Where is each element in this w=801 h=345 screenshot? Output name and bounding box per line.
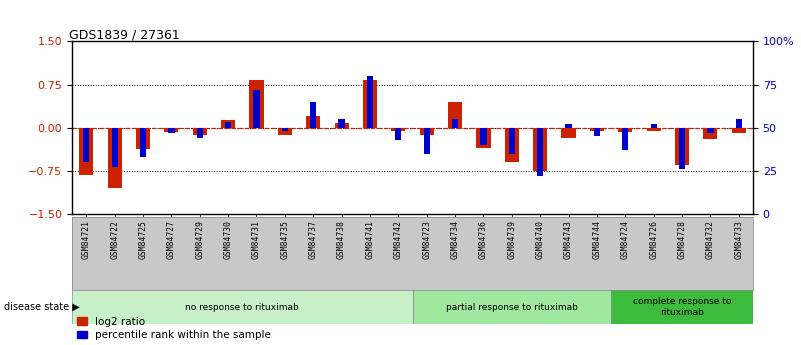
Bar [282, 128, 288, 131]
Bar [481, 128, 486, 145]
Bar [618, 128, 632, 132]
Bar [111, 128, 118, 167]
Bar [168, 128, 175, 133]
Text: GSM84738: GSM84738 [337, 219, 346, 258]
Text: GSM84736: GSM84736 [479, 219, 488, 258]
Text: GSM84734: GSM84734 [451, 219, 460, 258]
Text: GSM84742: GSM84742 [394, 219, 403, 258]
Text: GSM84722: GSM84722 [111, 219, 119, 258]
Bar [140, 128, 146, 157]
Text: GSM84727: GSM84727 [167, 219, 176, 258]
Bar [253, 90, 260, 128]
Text: no response to rituximab: no response to rituximab [185, 303, 300, 312]
Bar [221, 120, 235, 128]
Text: GSM84731: GSM84731 [252, 219, 261, 258]
Text: partial response to rituximab: partial response to rituximab [446, 303, 578, 312]
Bar [590, 128, 604, 130]
Bar [424, 128, 430, 154]
Bar [650, 124, 657, 128]
Text: GSM84724: GSM84724 [621, 219, 630, 258]
Text: GSM84726: GSM84726 [649, 219, 658, 258]
Text: GSM84744: GSM84744 [593, 219, 602, 258]
Text: GSM84729: GSM84729 [195, 219, 204, 258]
Bar [420, 128, 434, 135]
Text: GSM84743: GSM84743 [564, 219, 573, 258]
Text: GSM84728: GSM84728 [678, 219, 686, 258]
Text: GSM84721: GSM84721 [82, 219, 91, 258]
Bar [249, 80, 264, 128]
Bar [679, 128, 685, 169]
Bar [83, 128, 90, 162]
Bar [72, 290, 413, 324]
Bar [731, 128, 746, 134]
Text: GSM84739: GSM84739 [507, 219, 517, 258]
Bar [107, 128, 122, 188]
Bar [452, 119, 458, 128]
Bar [735, 119, 742, 128]
Bar [566, 124, 572, 128]
Bar [391, 128, 405, 130]
Bar [675, 128, 689, 165]
Text: GSM84740: GSM84740 [536, 219, 545, 258]
Bar [622, 128, 629, 150]
Bar [193, 128, 207, 135]
Bar [310, 102, 316, 128]
Text: GSM84723: GSM84723 [422, 219, 431, 258]
Bar [707, 128, 714, 133]
Bar [339, 119, 344, 128]
Text: disease state ▶: disease state ▶ [4, 302, 80, 312]
Bar [477, 128, 490, 148]
Text: GSM84730: GSM84730 [223, 219, 232, 258]
Bar [611, 290, 753, 324]
Bar [562, 128, 576, 138]
Bar [136, 128, 150, 149]
Bar [278, 128, 292, 135]
Text: GSM84735: GSM84735 [280, 219, 289, 258]
Bar [363, 80, 377, 128]
Bar [413, 290, 611, 324]
Bar [594, 128, 600, 136]
Bar [509, 128, 515, 154]
Bar [505, 128, 519, 162]
Bar [448, 102, 462, 128]
Bar [367, 76, 373, 128]
Text: GSM84732: GSM84732 [706, 219, 714, 258]
Bar [646, 128, 661, 130]
Bar [703, 128, 718, 139]
Text: GSM84725: GSM84725 [139, 219, 147, 258]
Legend: log2 ratio, percentile rank within the sample: log2 ratio, percentile rank within the s… [78, 317, 271, 340]
Text: GSM84741: GSM84741 [365, 219, 374, 258]
Text: GSM84737: GSM84737 [308, 219, 318, 258]
Bar [196, 128, 203, 138]
Bar [395, 128, 401, 140]
Bar [164, 128, 179, 132]
Text: GSM84733: GSM84733 [735, 219, 743, 258]
Bar [537, 128, 543, 176]
Text: GDS1839 / 27361: GDS1839 / 27361 [69, 28, 179, 41]
Bar [335, 123, 348, 128]
Bar [533, 128, 547, 171]
Text: complete response to
rituximab: complete response to rituximab [633, 297, 731, 317]
Bar [79, 128, 94, 175]
Bar [225, 122, 231, 128]
Bar [306, 116, 320, 128]
